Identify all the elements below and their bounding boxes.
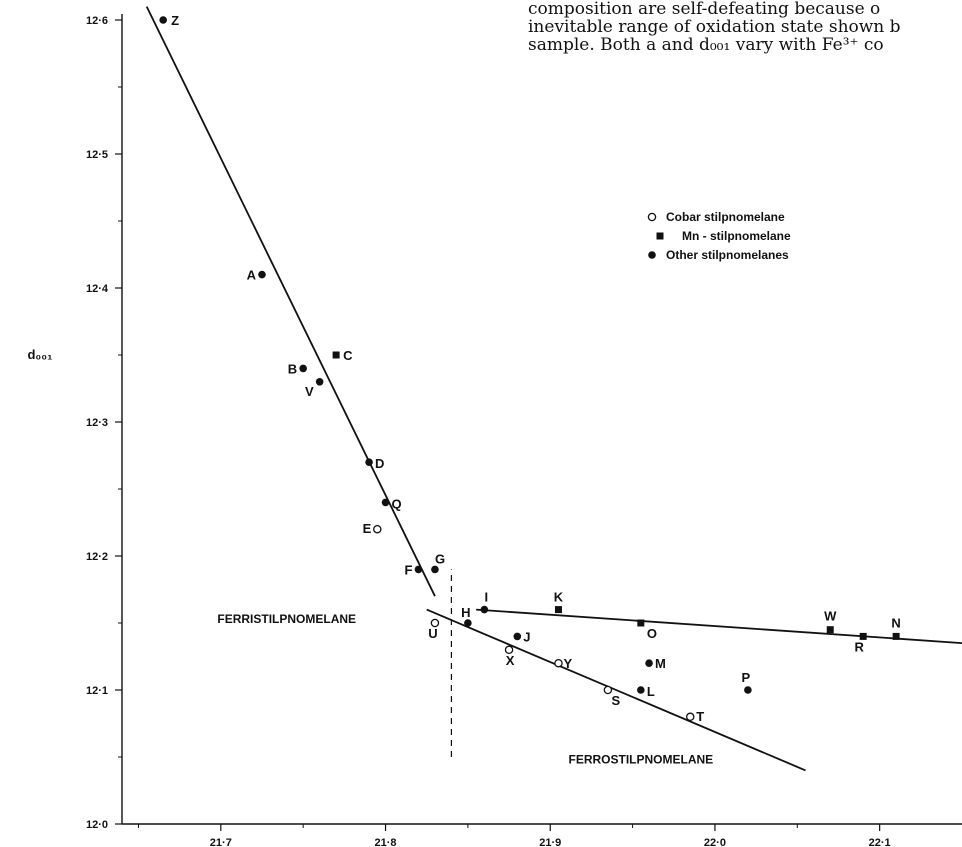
text-line: inevitable range of oxidation state show…: [528, 17, 901, 37]
point-label-W: W: [824, 609, 837, 624]
y-axis-label: d₀₀₁: [27, 347, 52, 362]
point-label-N: N: [891, 615, 900, 630]
point-W: [826, 626, 834, 634]
legend-marker-1: [656, 232, 664, 240]
ferro-trend-line: [426, 608, 806, 772]
point-label-P: P: [742, 670, 751, 685]
point-M: [645, 659, 653, 667]
y-tick-label: 12·6: [86, 15, 108, 27]
point-label-H: H: [461, 605, 470, 620]
point-P: [744, 686, 752, 694]
y-tick-label: 12·4: [86, 283, 109, 295]
mn-trend-line: [476, 608, 962, 644]
point-label-I: I: [485, 590, 489, 605]
point-label-J: J: [523, 629, 530, 644]
point-K: [554, 606, 562, 614]
point-label-A: A: [247, 268, 257, 283]
point-label-Z: Z: [171, 13, 179, 28]
x-tick-label: 21·9: [539, 837, 561, 847]
point-label-C: C: [343, 348, 353, 363]
y-tick-label: 12·1: [86, 685, 108, 697]
point-V: [315, 378, 324, 386]
point-I: [480, 605, 489, 614]
point-label-S: S: [612, 693, 621, 708]
point-O: [637, 619, 645, 627]
point-X: [504, 645, 514, 655]
point-label-L: L: [647, 684, 655, 699]
point-label-M: M: [655, 656, 666, 671]
point-T: [685, 712, 695, 722]
x-tick-label: 22·1: [869, 837, 891, 847]
legend-marker-2: [648, 251, 656, 259]
point-C: [332, 351, 340, 359]
x-tick-label: 21·7: [210, 837, 232, 847]
text-line: composition are self-defeating because o: [528, 0, 881, 19]
legend-label-0: Cobar stilpnomelane: [666, 210, 785, 224]
point-label-Q: Q: [392, 496, 402, 511]
point-label-V: V: [305, 384, 314, 399]
point-E: [373, 524, 382, 534]
point-label-T: T: [696, 709, 704, 724]
point-label-E: E: [363, 521, 372, 536]
point-Y: [554, 658, 563, 668]
y-tick-label: 12·5: [86, 149, 108, 161]
page-text-fragment: composition are self-defeating because o…: [528, 0, 962, 54]
point-R: [859, 632, 867, 640]
point-label-O: O: [647, 626, 657, 641]
x-tick-label: 22·0: [704, 837, 726, 847]
point-S: [603, 685, 613, 695]
legend-label-1: Mn - stilpnomelane: [682, 229, 791, 243]
point-L: [637, 686, 645, 694]
point-label-B: B: [288, 361, 297, 376]
ferri-trend-line: [145, 6, 436, 597]
point-D: [365, 458, 373, 467]
point-B: [299, 364, 307, 373]
y-tick-label: 12·0: [86, 819, 108, 831]
point-U: [430, 618, 440, 628]
y-tick-label: 12·2: [86, 551, 108, 563]
point-F: [414, 565, 423, 574]
point-label-D: D: [375, 456, 384, 471]
point-A: [258, 270, 266, 279]
point-label-F: F: [405, 562, 413, 577]
region-label-1: FERROSTILPNOMELANE: [568, 753, 713, 767]
point-label-X: X: [506, 653, 515, 668]
point-label-U: U: [428, 626, 437, 641]
point-label-Y: Y: [563, 656, 572, 671]
point-label-R: R: [854, 639, 864, 654]
point-N: [892, 632, 900, 640]
point-J: [513, 632, 522, 641]
text-line: sample. Both a and d₀₀₁ vary with Fe³⁺ c…: [528, 35, 884, 54]
legend-marker-0: [647, 212, 657, 222]
point-Q: [381, 498, 390, 507]
y-tick-label: 12·3: [86, 417, 108, 429]
legend-label-2: Other stilpnomelanes: [666, 248, 789, 262]
region-label-0: FERRISTILPNOMELANE: [217, 612, 356, 626]
x-tick-label: 21·8: [375, 837, 397, 847]
point-label-K: K: [554, 590, 564, 605]
point-H: [464, 619, 472, 627]
point-Z: [159, 16, 167, 24]
point-G: [431, 565, 439, 574]
point-label-G: G: [435, 551, 445, 566]
